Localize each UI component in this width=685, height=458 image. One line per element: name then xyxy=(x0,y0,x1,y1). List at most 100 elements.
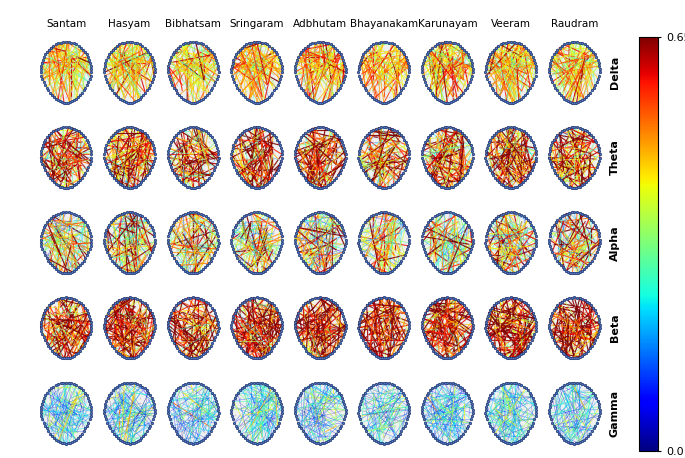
Point xyxy=(273,249,284,256)
Point xyxy=(210,419,221,426)
Point xyxy=(444,269,455,277)
Point xyxy=(585,53,596,60)
Point xyxy=(140,59,151,66)
Point xyxy=(50,211,61,218)
Point xyxy=(83,54,94,61)
Point xyxy=(529,416,540,423)
Point xyxy=(140,400,151,407)
Point xyxy=(236,300,247,307)
Point xyxy=(211,160,222,168)
Point xyxy=(591,394,602,402)
Point xyxy=(495,211,506,218)
Point xyxy=(447,124,458,131)
Point xyxy=(495,41,506,48)
Point xyxy=(524,304,535,311)
Point xyxy=(486,169,497,176)
Point xyxy=(362,417,373,424)
Point xyxy=(107,387,118,394)
Point xyxy=(588,254,599,262)
Point xyxy=(384,70,395,77)
Point xyxy=(273,139,284,146)
Point xyxy=(325,167,336,174)
Point xyxy=(425,337,436,344)
Point xyxy=(289,239,300,246)
Point xyxy=(489,337,500,344)
Point xyxy=(73,213,84,220)
Point xyxy=(140,430,151,437)
Point xyxy=(38,54,49,61)
Point xyxy=(580,161,590,169)
Point xyxy=(149,236,160,243)
Point xyxy=(304,126,315,133)
Point xyxy=(425,387,436,394)
Point xyxy=(243,437,254,445)
Point xyxy=(518,42,529,49)
Point xyxy=(213,406,224,414)
Point xyxy=(231,221,242,229)
Point xyxy=(506,48,516,55)
Point xyxy=(66,87,77,94)
Point xyxy=(210,139,221,146)
Point xyxy=(60,70,71,77)
Point xyxy=(417,233,428,240)
Point xyxy=(210,419,221,426)
Point xyxy=(403,406,414,414)
Point xyxy=(337,78,348,86)
Point xyxy=(339,229,350,237)
Point xyxy=(173,129,184,136)
Point xyxy=(554,300,565,307)
Point xyxy=(201,213,212,220)
Point xyxy=(265,347,276,354)
Point xyxy=(569,405,580,413)
Text: Santam: Santam xyxy=(46,19,86,29)
Point xyxy=(148,416,159,423)
Point xyxy=(508,99,519,106)
Point xyxy=(384,133,395,140)
Point xyxy=(85,315,96,322)
Point xyxy=(124,309,135,316)
Point xyxy=(76,174,87,182)
Point xyxy=(171,46,182,54)
Point xyxy=(55,380,66,387)
Point xyxy=(112,213,123,220)
Point xyxy=(49,349,60,356)
Point xyxy=(521,53,532,60)
Point xyxy=(573,269,584,276)
Point xyxy=(118,353,129,360)
Point xyxy=(564,388,575,396)
Point xyxy=(310,263,321,271)
Point xyxy=(493,127,503,135)
Point xyxy=(381,38,392,46)
Point xyxy=(436,138,447,146)
Point xyxy=(391,383,402,390)
Point xyxy=(588,84,599,91)
Point xyxy=(171,400,182,407)
Point xyxy=(447,309,458,316)
Point xyxy=(113,405,124,413)
Point xyxy=(497,40,508,47)
Point xyxy=(269,172,279,179)
Point xyxy=(84,227,95,234)
Point xyxy=(585,400,596,407)
Point xyxy=(338,160,349,168)
Point xyxy=(382,354,393,361)
Point xyxy=(486,254,497,262)
Point xyxy=(566,38,577,46)
Point xyxy=(373,246,384,254)
Point xyxy=(307,437,318,445)
Point xyxy=(395,235,406,242)
Point xyxy=(229,249,240,256)
Point xyxy=(490,89,501,97)
Point xyxy=(261,266,272,273)
Point xyxy=(210,334,221,341)
Point xyxy=(373,252,384,259)
Point xyxy=(245,98,256,105)
Point xyxy=(561,125,572,132)
Point xyxy=(192,98,203,106)
Point xyxy=(378,320,389,327)
Point xyxy=(314,38,325,45)
Point xyxy=(249,99,260,106)
Point xyxy=(114,211,125,218)
Point xyxy=(124,263,135,271)
Point xyxy=(442,315,453,322)
